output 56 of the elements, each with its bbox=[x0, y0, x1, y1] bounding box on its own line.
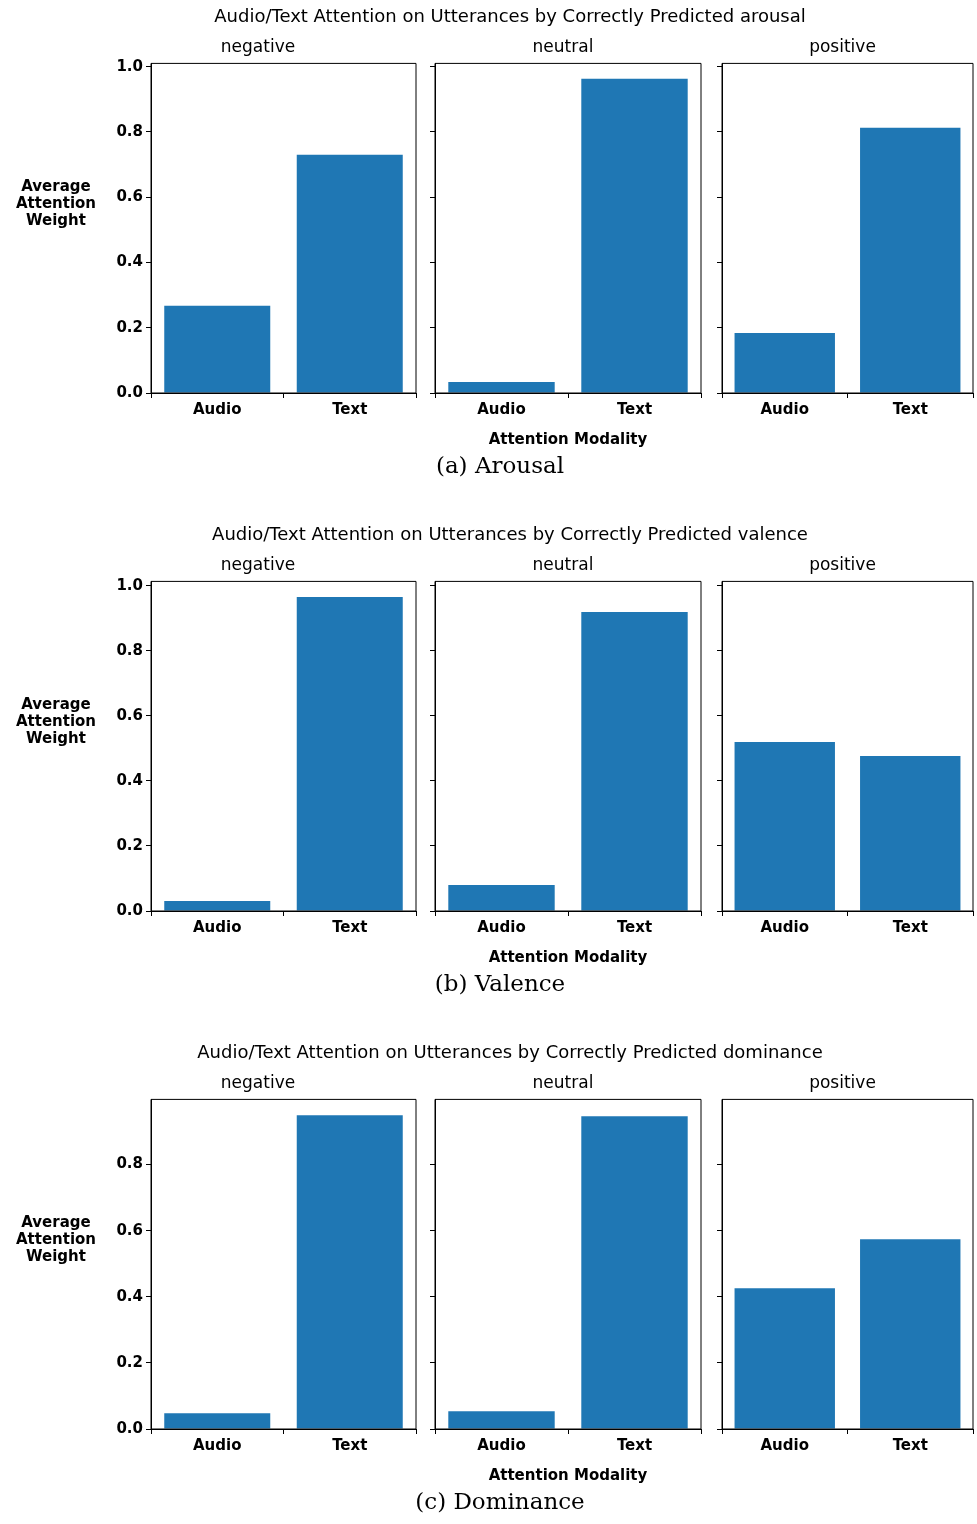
y-axis-title: Average Attention Weight bbox=[14, 1213, 98, 1265]
chart-title: neutral bbox=[532, 35, 594, 56]
x-axis-title: Attention Modality bbox=[488, 947, 648, 966]
x-tick-label: Audio bbox=[477, 399, 526, 418]
y-tick-label: 0.2 bbox=[116, 1352, 143, 1371]
x-tick-label: Text bbox=[892, 917, 928, 936]
x-axis-title: Attention Modality bbox=[488, 1465, 648, 1484]
y-tick-label: 0.0 bbox=[116, 1418, 143, 1437]
text: (b) Valence bbox=[433, 970, 567, 996]
x-tick-label: Text bbox=[616, 917, 653, 936]
x-tick-label: Audio bbox=[760, 1435, 809, 1454]
y-tick-label: 0.8 bbox=[116, 640, 143, 659]
x-tick-label: Audio bbox=[477, 917, 526, 936]
y-tick-label: 0.0 bbox=[116, 900, 143, 919]
chart-title: negative bbox=[220, 1071, 296, 1092]
chart-title: negative bbox=[220, 553, 296, 574]
y-tick-label: 0.4 bbox=[116, 1286, 143, 1305]
y-tick-label: 0.6 bbox=[116, 1220, 143, 1239]
y-tick-label: 0.4 bbox=[116, 252, 143, 271]
text: (a) Arousal bbox=[434, 452, 566, 478]
x-tick-label: Text bbox=[332, 917, 368, 936]
text: Audio/Text Attention on Utterances by Correctly Predicted dominance bbox=[196, 1041, 824, 1062]
y-axis-title: Average Attention Weight bbox=[14, 695, 98, 747]
y-tick-label: 0.6 bbox=[116, 705, 143, 724]
y-tick-label: 0.6 bbox=[116, 187, 143, 206]
y-tick-label: 0.4 bbox=[116, 770, 143, 789]
x-tick-label: Text bbox=[616, 1435, 653, 1454]
y-tick-label: 0.8 bbox=[116, 1154, 143, 1173]
text: (c) Dominance bbox=[414, 1488, 586, 1514]
x-tick-label: Audio bbox=[760, 399, 809, 418]
x-tick-label: Text bbox=[892, 1435, 928, 1454]
x-tick-label: Audio bbox=[193, 917, 242, 936]
x-tick-label: Text bbox=[332, 1435, 368, 1454]
x-tick-label: Text bbox=[892, 399, 928, 418]
y-tick-label: 0.0 bbox=[116, 382, 143, 401]
chart-title: neutral bbox=[532, 553, 594, 574]
x-tick-label: Text bbox=[616, 399, 653, 418]
x-axis-title: Attention Modality bbox=[488, 429, 648, 448]
x-tick-label: Audio bbox=[477, 1435, 526, 1454]
x-tick-label: Audio bbox=[193, 399, 242, 418]
chart-title: positive bbox=[809, 553, 876, 574]
chart-title: neutral bbox=[532, 1071, 594, 1092]
y-axis-title: Average Attention Weight bbox=[14, 177, 98, 229]
chart-title: positive bbox=[809, 35, 876, 56]
chart-title: positive bbox=[809, 1071, 876, 1092]
chart-title: negative bbox=[220, 35, 296, 56]
x-tick-label: Text bbox=[332, 399, 368, 418]
y-tick-label: 0.8 bbox=[116, 121, 143, 140]
y-tick-label: 0.2 bbox=[116, 835, 143, 854]
y-tick-label: 0.2 bbox=[116, 317, 143, 336]
y-tick-label: 1.0 bbox=[116, 56, 143, 75]
text: Audio/Text Attention on Utterances by Correctly Predicted valence bbox=[211, 523, 809, 544]
y-tick-label: 1.0 bbox=[116, 575, 143, 594]
text: Audio/Text Attention on Utterances by Correctly Predicted arousal bbox=[213, 5, 807, 26]
x-tick-label: Audio bbox=[760, 917, 809, 936]
x-tick-label: Audio bbox=[193, 1435, 242, 1454]
